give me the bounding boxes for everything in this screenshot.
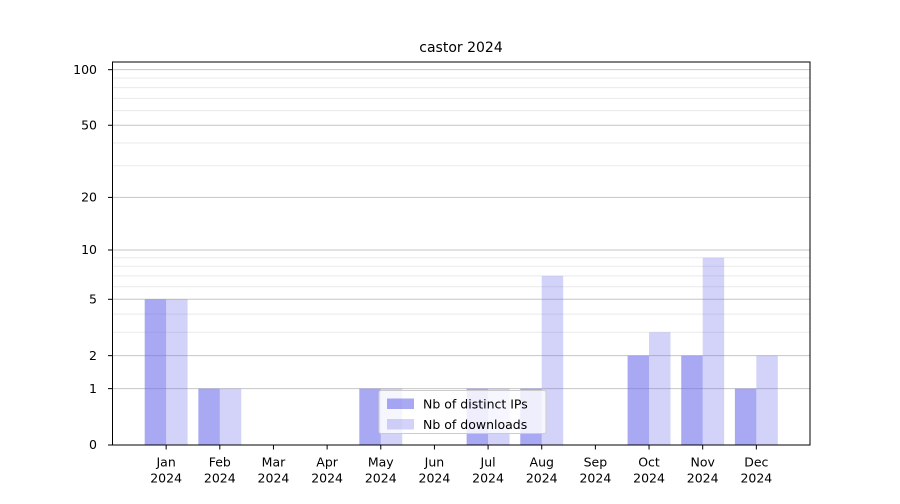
bar-downloads [541,275,564,445]
legend-swatch-downloads [387,419,414,430]
bar-downloads [756,355,778,445]
x-tick-label-year: 2024 [687,471,719,486]
x-tick-label-month: Apr [316,455,338,470]
x-tick-label-year: 2024 [311,471,343,486]
x-tick-label-year: 2024 [419,471,451,486]
legend: Nb of distinct IPs Nb of downloads [378,390,547,434]
x-tick-label-year: 2024 [365,471,397,486]
x-tick-label-year: 2024 [258,471,290,486]
x-tick-label-year: 2024 [150,471,182,486]
x-tick-label-year: 2024 [740,471,772,486]
x-tick-label-year: 2024 [472,471,504,486]
x-tick-label-month: Jul [480,455,496,470]
bar-distinct-ips [198,388,220,445]
y-tick-label: 2 [89,348,97,363]
bar-distinct-ips [734,388,757,445]
x-tick-label-month: Nov [690,455,715,470]
plot-frame [112,61,811,446]
bar-downloads [219,388,242,445]
x-tick-label-month: Oct [638,455,660,470]
y-tick-label: 50 [81,117,97,132]
bar-distinct-ips [144,299,167,445]
legend-label-downloads: Nb of downloads [423,417,527,432]
y-tick-label: 5 [89,291,97,306]
x-tick-label-month: Aug [530,455,554,470]
bar-distinct-ips [681,355,703,445]
legend-swatch-distinct-ips [387,398,414,409]
x-tick-label-month: Jun [424,455,445,470]
y-tick-label: 20 [81,190,97,205]
bar-distinct-ips [627,355,650,445]
x-tick-label-year: 2024 [633,471,665,486]
bar-downloads [649,332,671,445]
x-tick-label-year: 2024 [204,471,236,486]
y-tick-label: 1 [89,381,97,396]
x-tick-label-year: 2024 [579,471,611,486]
x-tick-label-month: Sep [584,455,608,470]
chart-title: castor 2024 [419,40,503,56]
x-tick-label-month: Mar [262,455,286,470]
legend-box [378,390,547,434]
x-tick-label-month: May [368,455,394,470]
bar-downloads [702,257,725,445]
y-tick-label: 100 [73,62,97,77]
y-tick-label: 10 [81,242,97,257]
x-tick-label-month: Feb [209,455,231,470]
bar-downloads [166,299,188,445]
x-tick-label-month: Jan [156,455,176,470]
x-tick-label-month: Dec [744,455,768,470]
x-tick-label-year: 2024 [526,471,558,486]
bar-distinct-ips [359,388,381,445]
y-tick-label: 0 [89,437,97,452]
legend-label-distinct-ips: Nb of distinct IPs [423,397,528,412]
